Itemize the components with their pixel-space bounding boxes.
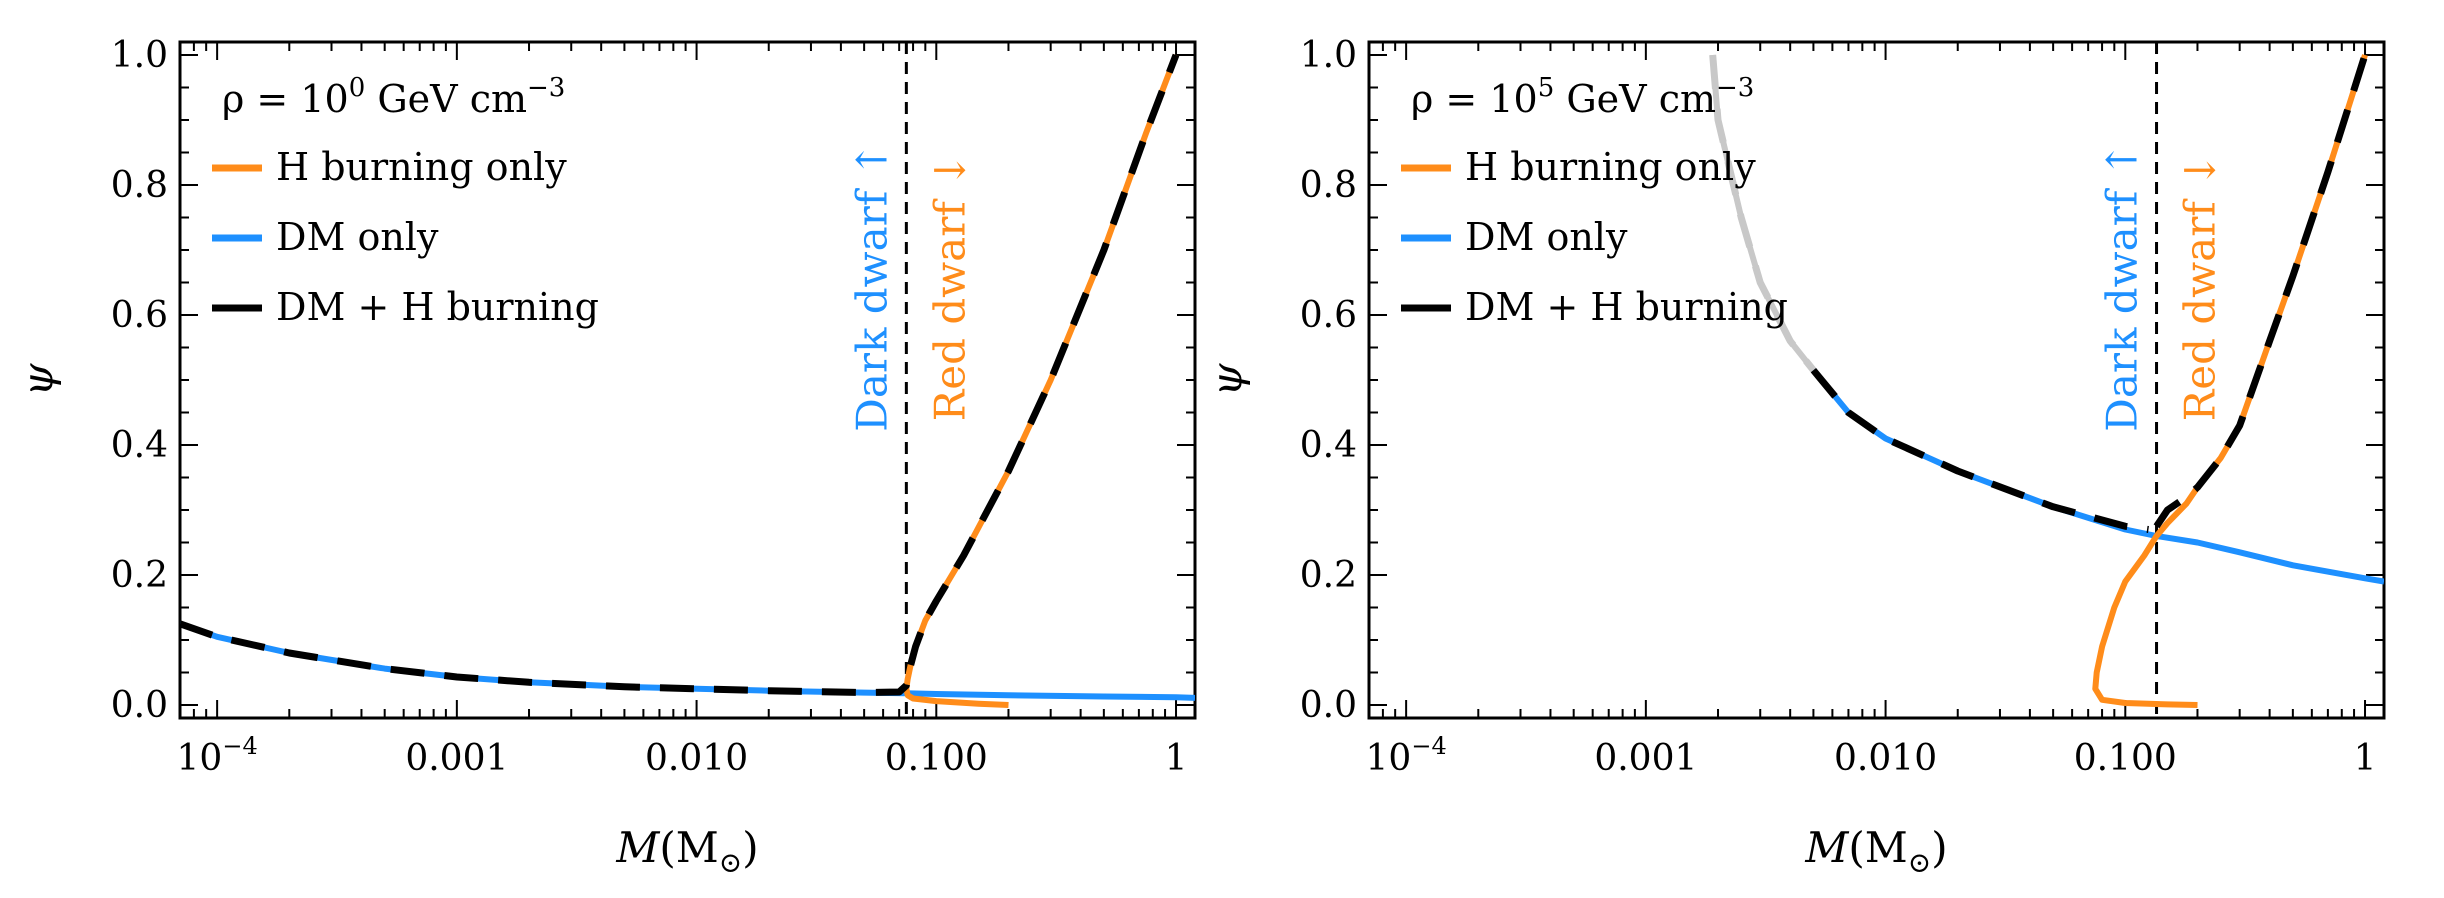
- density-exponent: 5: [1538, 73, 1555, 103]
- x-axis-label-symbol: M: [615, 823, 660, 872]
- legend-label: DM + H burning: [276, 285, 599, 329]
- plot-frame: [1367, 40, 2386, 720]
- series-line-dm-only: [1811, 368, 2384, 585]
- density-unit-exponent: −3: [1716, 73, 1754, 103]
- y-ticks: [180, 54, 1195, 706]
- y-tick-label: 0.6: [1300, 295, 1357, 336]
- series-line-dm-h-burning-faded: [1709, 54, 1817, 373]
- y-tick-label: 0.8: [1300, 165, 1357, 206]
- series-line-dm-h-burning: [1810, 367, 2149, 533]
- y-tick-label: 0.6: [111, 295, 168, 336]
- left-panel: 10−4 0.001 0.010 0.100 1 0.0 0.2 0.4 0.6 0.8 1.0 ψ M…: [13, 35, 1197, 879]
- series-line-dm-h-burning-upper: [2153, 51, 2375, 529]
- y-tick-label: 1.0: [111, 35, 168, 76]
- density-exponent: 0: [349, 73, 366, 103]
- x-tick-label: 0.100: [885, 738, 988, 779]
- dark-dwarf-label: Dark dwarf ↑: [847, 142, 896, 432]
- x-axis-label-subscript: ⊙: [719, 846, 742, 879]
- series-line-h-burning-only: [2092, 54, 2368, 708]
- x-ticks: [1368, 42, 2367, 718]
- density-unit: GeV cm: [1554, 77, 1716, 121]
- plot-frame: [178, 40, 1197, 720]
- red-dwarf-label: Red dwarf ↓: [2176, 153, 2225, 422]
- legend-label: DM only: [1465, 215, 1628, 259]
- dark-dwarf-label: Dark dwarf ↑: [2098, 142, 2147, 432]
- y-tick-label: 0.2: [111, 555, 168, 596]
- x-tick-label: 0.010: [645, 738, 748, 779]
- density-prefix: ρ = 10: [1411, 77, 1538, 121]
- series-line-dm-h-burning: [180, 53, 1180, 697]
- x-tick-label: 0.001: [405, 738, 508, 779]
- y-tick-label: 0.8: [111, 165, 168, 206]
- x-ticks: [179, 42, 1178, 718]
- legend-label: DM only: [276, 215, 439, 259]
- x-axis-label-subscript: ⊙: [1908, 846, 1931, 879]
- legend-label: DM + H burning: [1465, 285, 1788, 329]
- y-tick-label: 0.4: [1300, 425, 1357, 466]
- x-tick-label: 0.010: [1834, 738, 1937, 779]
- series-group: [180, 42, 1195, 718]
- y-axis-label: ψ: [13, 362, 62, 396]
- x-axis-label: M(M⊙): [1804, 823, 1947, 879]
- red-dwarf-label: Red dwarf ↓: [925, 153, 974, 422]
- y-tick-label: 0.0: [1300, 685, 1357, 726]
- legend-label: H burning only: [276, 145, 567, 189]
- x-axis-label: M(M⊙): [615, 823, 758, 879]
- x-axis-label-close: ): [742, 823, 758, 872]
- legend-label: H burning only: [1465, 145, 1756, 189]
- x-axis-label-close: ): [1931, 823, 1947, 872]
- right-panel: 10−4 0.001 0.010 0.100 1 0.0 0.2 0.4 0.6 0.8 1.0 ψ M…: [1202, 35, 2386, 879]
- x-axis-label-symbol: M: [1804, 823, 1849, 872]
- density-annotation: ρ = 105 GeV cm−3: [1411, 73, 1754, 121]
- y-axis-label: ψ: [1202, 362, 1251, 396]
- density-unit: GeV cm: [365, 77, 527, 121]
- density-prefix: ρ = 10: [222, 77, 349, 121]
- series-group: [1709, 42, 2384, 718]
- y-tick-label: 0.0: [111, 685, 168, 726]
- x-tick-label: 1: [2354, 738, 2377, 779]
- density-unit-exponent: −3: [527, 73, 565, 103]
- x-tick-label-exponent: −4: [222, 732, 257, 760]
- x-tick-label: 1: [1165, 738, 1188, 779]
- y-tick-label: 1.0: [1300, 35, 1357, 76]
- x-axis-label-unit: (M: [1848, 823, 1907, 872]
- x-tick-label-base: 10: [177, 738, 223, 779]
- x-axis-label-unit: (M: [659, 823, 718, 872]
- x-tick-label-base: 10: [1366, 738, 1412, 779]
- x-tick-label: 0.100: [2074, 738, 2177, 779]
- y-ticks: [1369, 54, 2384, 706]
- x-tick-label-exponent: −4: [1411, 732, 1446, 760]
- x-tick-label: 10−4: [177, 732, 258, 779]
- x-tick-label: 10−4: [1366, 732, 1447, 779]
- density-annotation: ρ = 100 GeV cm−3: [222, 73, 565, 121]
- y-tick-label: 0.2: [1300, 555, 1357, 596]
- y-tick-label: 0.4: [111, 425, 168, 466]
- x-tick-label: 0.001: [1594, 738, 1697, 779]
